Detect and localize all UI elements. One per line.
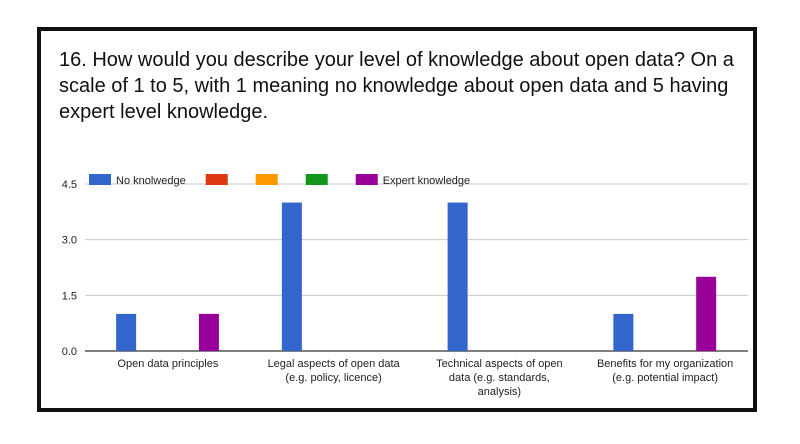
x-tick-label: analysis)	[478, 386, 521, 398]
y-tick-label: 0.0	[62, 346, 77, 358]
y-tick-label: 3.0	[62, 235, 77, 247]
y-tick-label: 4.5	[62, 179, 77, 191]
bar[interactable]	[447, 202, 468, 351]
bar-chart: 0.0 1.5 3.0 4.5 No knolwedge Expert knowledge…	[62, 174, 748, 398]
legend-swatch	[255, 174, 278, 185]
x-tick-label: Open data principles	[117, 358, 218, 370]
bar[interactable]	[696, 276, 717, 351]
x-tick-label: Legal aspects of open data	[268, 358, 401, 370]
legend-label: No knolwedge	[116, 175, 186, 187]
y-tick-label: 1.5	[62, 290, 77, 302]
x-tick-label: (e.g. policy, licence)	[285, 372, 381, 384]
legend-swatch	[355, 174, 378, 185]
x-tick-label: data (e.g. standards,	[449, 372, 550, 384]
bar[interactable]	[116, 313, 137, 351]
x-tick-label: Technical aspects of open	[436, 358, 563, 370]
bar[interactable]	[281, 202, 302, 351]
bar[interactable]	[613, 313, 634, 351]
legend-swatch	[205, 174, 228, 185]
legend-label: Expert knowledge	[383, 175, 470, 187]
bar[interactable]	[198, 313, 219, 351]
legend-swatch	[305, 174, 328, 185]
x-tick-label: Benefits for my organization	[597, 358, 733, 370]
question-title: 16. How would you describe your level of…	[59, 49, 734, 123]
x-tick-label: (e.g. potential impact)	[612, 372, 718, 384]
legend-swatch	[89, 174, 111, 185]
chart-frame: 16. How would you describe your level of…	[37, 27, 757, 412]
